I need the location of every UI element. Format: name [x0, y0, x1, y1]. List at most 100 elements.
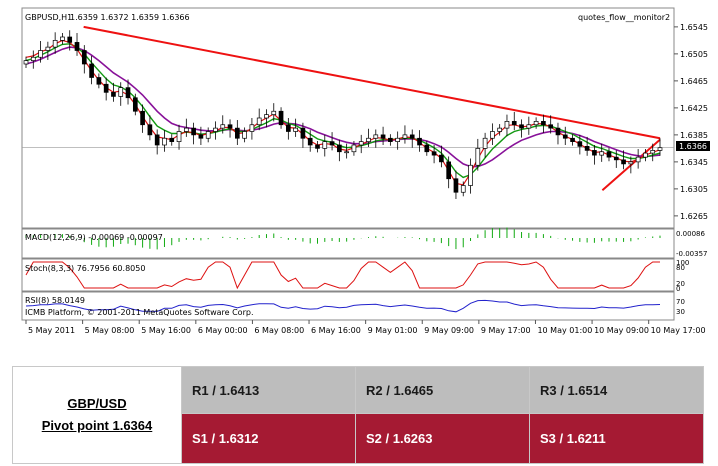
macd-tick-label: -0.00357 — [676, 250, 707, 258]
candle-body — [482, 137, 488, 149]
r1-cell: R1 / 1.6413 — [181, 365, 356, 415]
candle-body — [293, 127, 298, 132]
stoch-tick-label: 20 — [676, 280, 685, 288]
candle-body — [460, 185, 466, 193]
candle-body — [337, 144, 342, 153]
stoch-tick-label: 0 — [676, 285, 680, 293]
candle-body — [621, 159, 626, 165]
stoch-label: Stoch(8,3,3) 76.7956 60.8050 — [25, 264, 145, 273]
candle-body — [599, 151, 605, 156]
price-tick-label: 1.6265 — [680, 212, 708, 221]
candle-body — [45, 46, 51, 51]
price-tick-label: 1.6425 — [680, 104, 708, 113]
trendline — [83, 25, 661, 140]
price-tick-label: 1.6545 — [680, 23, 708, 32]
candle-body — [271, 110, 277, 115]
candle-body — [154, 134, 160, 146]
candle-body — [81, 50, 87, 65]
candle-body — [300, 127, 306, 139]
candle-body — [497, 127, 503, 132]
candle-body — [657, 147, 663, 151]
time-tick-label: 9 May 17:00 — [481, 326, 531, 335]
candle-body — [584, 146, 590, 151]
stoch-pane-frame — [21, 258, 675, 292]
candle-body — [613, 156, 619, 161]
candles — [23, 30, 663, 199]
rsi-tick-label: 30 — [676, 308, 685, 316]
candle-body — [453, 178, 459, 193]
candle-body — [526, 124, 532, 129]
time-tick-label: 5 May 08:00 — [85, 326, 135, 335]
ma-slow-line — [25, 46, 661, 168]
pivot-point: Pivot point 1.6364 — [41, 418, 153, 433]
candle-body — [366, 137, 371, 142]
candle-body — [227, 124, 233, 129]
candle-body — [278, 110, 284, 126]
time-tick-label: 10 May 09:00 — [594, 326, 649, 335]
candle-body — [373, 134, 379, 139]
candle-body — [96, 77, 102, 85]
candle-body — [519, 124, 524, 129]
macd-tick-label: 0.00086 — [676, 230, 705, 238]
candle-body — [205, 131, 211, 139]
time-tick-label: 5 May 2011 — [28, 326, 75, 335]
rsi-label: RSI(8) 58.0149 — [25, 296, 85, 305]
candle-body — [431, 151, 437, 156]
candle-body — [329, 141, 335, 146]
copyright-label: ICMB Platform, © 2001-2011 MetaQuotes So… — [25, 308, 254, 317]
candle-body — [409, 134, 415, 139]
candle-body — [183, 127, 189, 132]
s1-cell: S1 / 1.6312 — [181, 413, 356, 464]
pivot-table: GBP/USD Pivot point 1.6364 R1 / 1.6413 R… — [12, 365, 704, 464]
candle-body — [380, 134, 386, 139]
candle-body — [490, 131, 495, 139]
candle-body — [286, 124, 291, 132]
current-price-box — [676, 141, 710, 151]
macd-pane-frame — [21, 228, 675, 259]
candle-body — [650, 150, 656, 154]
candle-body — [307, 137, 313, 146]
time-tick-label: 6 May 08:00 — [254, 326, 304, 335]
candle-body — [388, 137, 393, 142]
candle-body — [132, 97, 138, 112]
candle-body — [52, 40, 58, 48]
s2-cell: S2 / 1.6263 — [355, 413, 530, 464]
s3-cell: S3 / 1.6211 — [529, 413, 704, 464]
stoch-line — [25, 261, 660, 290]
price-tick-label: 1.6345 — [680, 158, 708, 167]
time-tick-label: 5 May 16:00 — [141, 326, 191, 335]
candle-body — [322, 141, 328, 149]
candle-body — [395, 137, 400, 142]
candle-body — [125, 87, 131, 99]
candle-body — [533, 121, 539, 126]
candle-body — [191, 127, 196, 136]
candle-body — [60, 36, 65, 41]
candle-body — [351, 144, 357, 153]
candle-body — [235, 127, 240, 139]
rsi-line — [25, 299, 661, 313]
current-price-label: 1.6366 — [679, 142, 707, 151]
time-axis: 5 May 2011 5 May 08:00 5 May 16:00 6 May 00… — [25, 320, 706, 335]
candle-body — [570, 137, 575, 142]
candle-body — [111, 91, 116, 97]
candle-body — [468, 164, 473, 186]
candle-body — [358, 141, 364, 146]
r3-cell: R3 / 1.6514 — [529, 365, 704, 415]
price-tick-label: 1.6305 — [680, 185, 708, 194]
candle-body — [555, 127, 561, 136]
indicator-label: quotes_flow__monitor2 — [578, 13, 670, 22]
pair-cell: GBP/USD Pivot point 1.6364 — [12, 366, 182, 464]
candle-body — [67, 36, 73, 43]
macd-label: MACD(12,26,9) -0.00069 -0.00097 — [25, 233, 163, 242]
r2-cell: R2 / 1.6465 — [355, 365, 530, 415]
time-tick-label: 9 May 01:00 — [368, 326, 418, 335]
time-tick-label: 6 May 16:00 — [311, 326, 361, 335]
time-tick-label: 10 May 01:00 — [537, 326, 592, 335]
candle-body — [256, 117, 262, 126]
candle-body — [198, 134, 204, 139]
candle-body — [541, 121, 546, 126]
candle-body — [562, 134, 568, 139]
ma-mid-line — [25, 43, 661, 179]
candle-body — [140, 110, 145, 126]
price-tick-label: 1.6505 — [680, 50, 708, 59]
